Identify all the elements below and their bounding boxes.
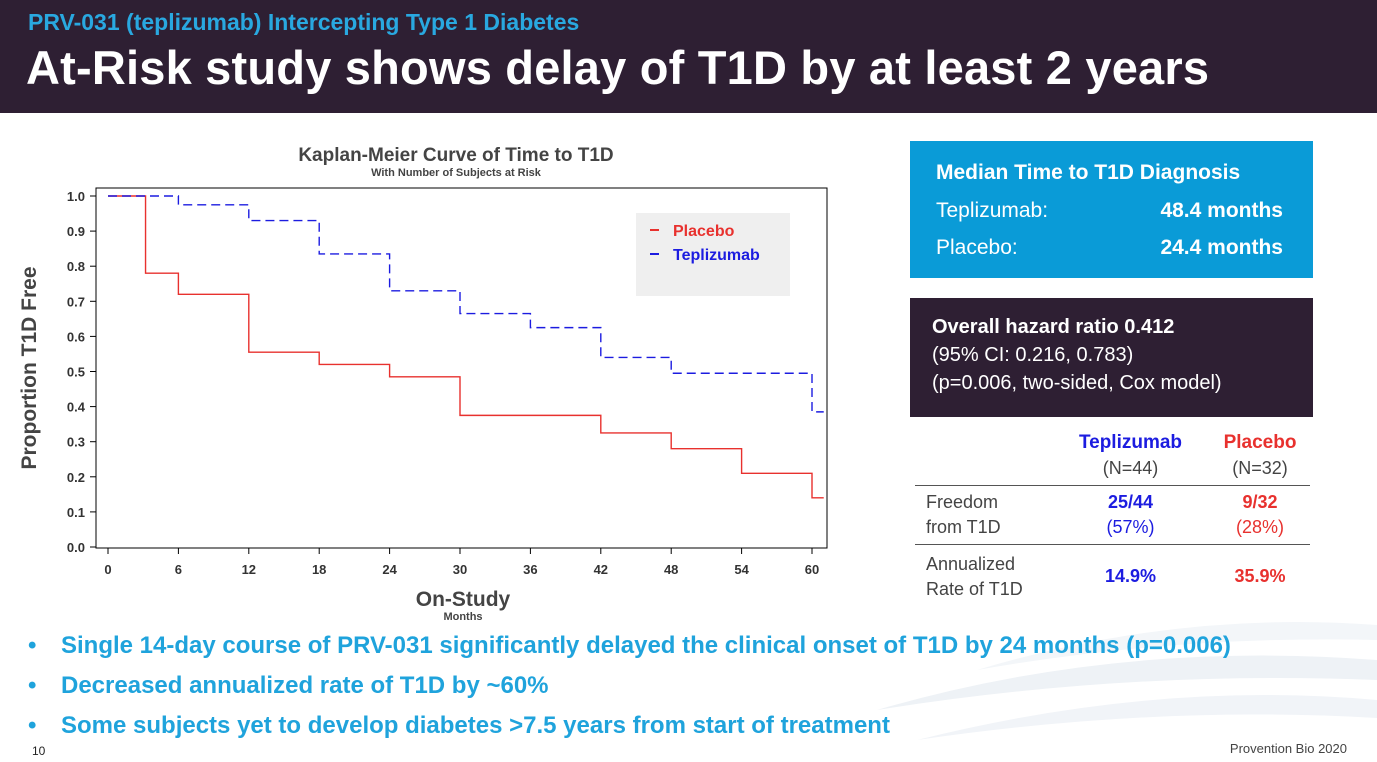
placebo-freedom-percent: (28%) [1235, 517, 1284, 537]
slide-title: At-Risk study shows delay of T1D by at l… [26, 41, 1210, 94]
teplizumab-freedom-count: 25/44 [1107, 492, 1154, 512]
x-tick-label: 6 [175, 562, 182, 577]
y-tick-label: 0.8 [67, 259, 85, 274]
y-tick-label: 0.3 [67, 435, 85, 450]
median-time-panel: Median Time to T1D Diagnosis Teplizumab:… [910, 141, 1313, 278]
bullet-text: Some subjects yet to develop diabetes >7… [61, 712, 890, 739]
page-number: 10 [32, 744, 46, 758]
x-tick-label: 48 [664, 562, 678, 577]
x-tick-label: 0 [104, 562, 111, 577]
series-layer [108, 195, 824, 499]
median-teplizumab-label: Teplizumab: [936, 199, 1049, 222]
row-label-line: Annualized [926, 554, 1016, 574]
table-header-placebo: Placebo [1223, 432, 1297, 453]
table-header-teplizumab-n: (N=44) [1102, 458, 1159, 478]
median-placebo-label: Placebo: [936, 236, 1018, 259]
chart-title: Kaplan-Meier Curve of Time to T1D [298, 145, 613, 166]
legend-box [636, 213, 790, 296]
row-label: Annualized Rate of T1D [926, 552, 1023, 602]
x-tick-label: 36 [523, 562, 537, 577]
x-axis-label: On-Study [416, 588, 511, 611]
axes: 0.0 0.1 0.2 0.3 0.4 0.5 0.6 0.7 0.8 0.9 1.0 0 6 12 18 2… [67, 189, 819, 577]
confidence-interval-line: (95% CI: 0.216, 0.783) [932, 344, 1134, 366]
y-axis-label: Proportion T1D Free [18, 266, 41, 469]
title-banner: PRV-031 (teplizumab) Intercepting Type 1… [0, 0, 1377, 113]
hazard-ratio-line: Overall hazard ratio 0.412 [932, 316, 1175, 338]
legend-placebo-label: Placebo [673, 223, 735, 240]
y-tick-label: 0.1 [67, 505, 85, 520]
table-header-teplizumab: Teplizumab [1078, 432, 1183, 453]
row-label-line: Freedom [926, 492, 999, 512]
kaplan-meier-chart: Kaplan-Meier Curve of Time to T1D With N… [18, 145, 828, 623]
bullet-text: Single 14-day course of PRV-031 signific… [61, 632, 1231, 659]
table-divider [915, 485, 1310, 486]
y-tick-label: 0.7 [67, 294, 85, 309]
bullet-text: Decreased annualized rate of T1D by ~60% [61, 672, 549, 699]
bullet-glyph: • [28, 632, 37, 659]
y-tick-label: 1.0 [67, 189, 85, 204]
hazard-ratio-panel: Overall hazard ratio 0.412 (95% CI: 0.21… [910, 298, 1313, 417]
x-tick-label: 42 [594, 562, 608, 577]
teplizumab-freedom-cell: 25/44 (57%) [1063, 490, 1198, 540]
teplizumab-annual-rate: 14.9% [1104, 566, 1157, 586]
y-tick-label: 0.4 [67, 400, 86, 415]
teplizumab-freedom-percent: (57%) [1106, 517, 1155, 537]
footer-company: Provention Bio 2020 [1229, 741, 1347, 756]
x-tick-label: 54 [734, 562, 749, 577]
table-divider [915, 544, 1310, 545]
y-tick-label: 0.6 [67, 329, 85, 344]
p-value-line: (p=0.006, two-sided, Cox model) [932, 372, 1222, 394]
x-axis-sublabel: Months [443, 611, 482, 623]
median-teplizumab-value: 48.4 months [1160, 199, 1283, 222]
row-label: Freedom from T1D [926, 490, 1001, 540]
y-tick-label: 0.5 [67, 365, 85, 380]
y-tick-label: 0.0 [67, 540, 85, 555]
y-tick-label: 0.9 [67, 224, 85, 239]
median-panel-heading: Median Time to T1D Diagnosis [936, 161, 1241, 184]
legend-teplizumab-label: Teplizumab [673, 247, 760, 264]
x-tick-label: 30 [453, 562, 467, 577]
x-tick-label: 24 [382, 562, 397, 577]
placebo-freedom-count: 9/32 [1242, 492, 1278, 512]
bullet-glyph: • [28, 672, 37, 699]
bullet-glyph: • [28, 712, 37, 739]
median-placebo-value: 24.4 months [1160, 236, 1283, 259]
x-tick-label: 60 [805, 562, 819, 577]
y-tick-label: 0.2 [67, 470, 85, 485]
results-table: Teplizumab (N=44) Placebo (N=32) Freedom… [915, 430, 1310, 610]
placebo-freedom-cell: 9/32 (28%) [1205, 490, 1315, 540]
x-tick-label: 12 [242, 562, 256, 577]
slide-subtitle: PRV-031 (teplizumab) Intercepting Type 1… [28, 9, 580, 35]
chart-subtitle: With Number of Subjects at Risk [371, 167, 542, 179]
series-line-placebo [108, 195, 824, 499]
row-label-line: Rate of T1D [926, 579, 1023, 599]
background-swoosh [877, 622, 1377, 740]
table-header-placebo-n: (N=32) [1232, 458, 1288, 478]
row-label-line: from T1D [926, 517, 1001, 537]
plot-frame [95, 187, 828, 549]
x-tick-label: 18 [312, 562, 326, 577]
placebo-annual-rate: 35.9% [1234, 566, 1286, 586]
